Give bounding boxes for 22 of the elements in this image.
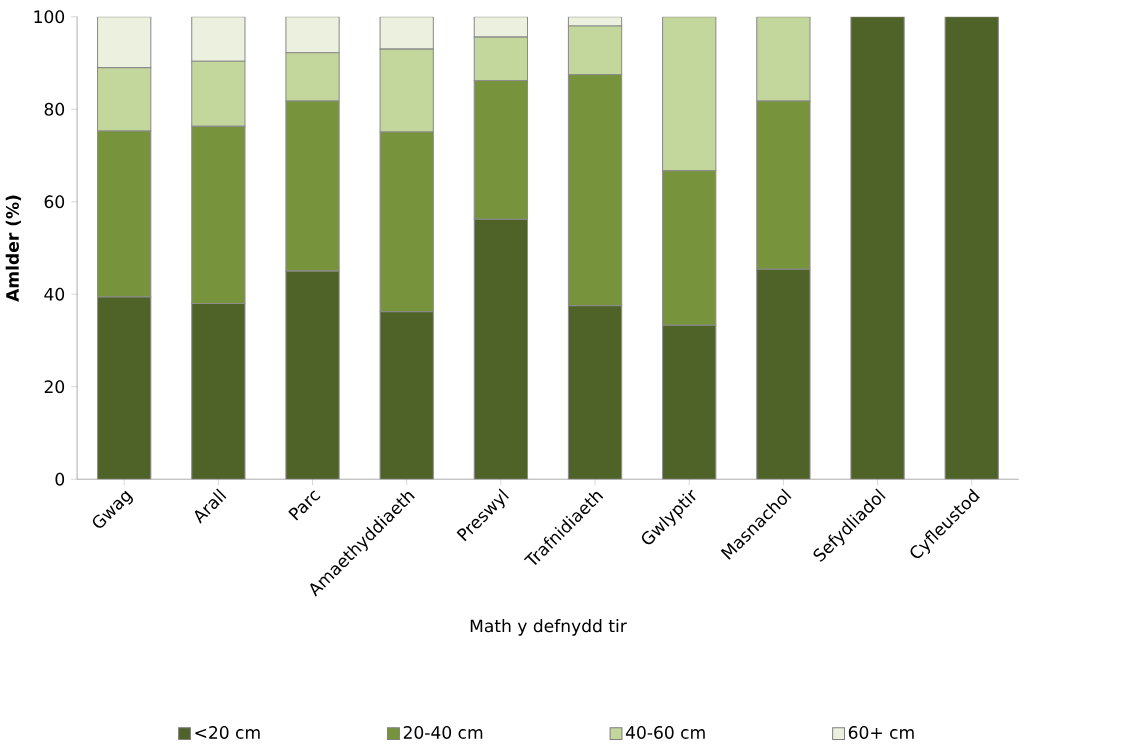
bar [473, 36, 529, 81]
bar [97, 66, 152, 132]
bar [379, 48, 434, 133]
y-tick-label: 0 [55, 472, 65, 486]
y-tick-label: 100 [34, 10, 65, 24]
legend-label: 40-60 cm [625, 725, 705, 739]
bar [191, 60, 246, 127]
legend-label: 20-40 cm [403, 725, 483, 739]
x-axis-title: Math y defnydd tir [470, 618, 627, 636]
bar [850, 16, 905, 480]
bar [567, 25, 623, 75]
y-tick-label: 80 [44, 102, 65, 116]
bar [662, 16, 717, 172]
bar [756, 16, 811, 102]
legend-label: 60+ cm [848, 725, 914, 739]
y-tick-label: 60 [44, 195, 65, 209]
legend-label: <20 cm [195, 725, 260, 739]
y-axis-title: Amlder (%) [5, 195, 21, 302]
y-tick-label: 20 [44, 380, 65, 394]
bar [285, 52, 340, 102]
bar [944, 16, 999, 480]
y-tick-label: 40 [44, 287, 65, 301]
